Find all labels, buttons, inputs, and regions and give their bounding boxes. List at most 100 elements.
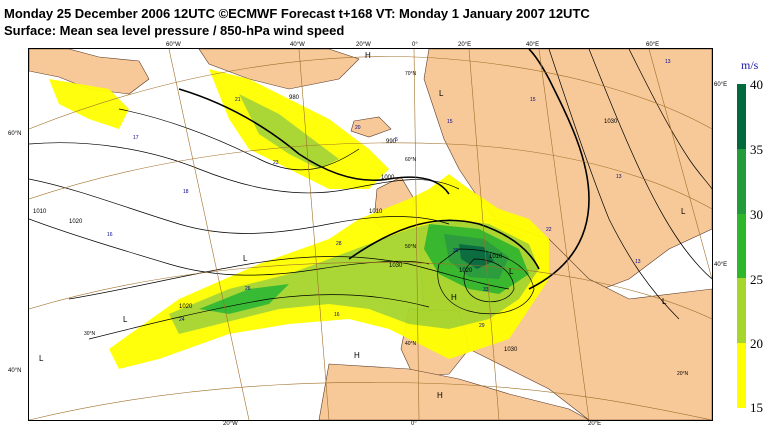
wind-speed-label: 28 xyxy=(336,241,342,247)
legend-tick: 15 xyxy=(750,400,763,415)
wind-band-25-30 xyxy=(199,284,289,314)
isobar xyxy=(88,294,430,340)
pressure-centre: H xyxy=(451,293,457,302)
latitude-label: 40°N xyxy=(405,341,417,347)
pressure-centre: L xyxy=(681,207,686,216)
legend-tick: 20 xyxy=(750,336,763,351)
latitude-label: 70°N xyxy=(405,71,417,77)
wind-speed-label: 13 xyxy=(665,59,671,65)
isobar xyxy=(628,49,712,190)
isobar xyxy=(29,142,460,194)
top-axis-label: 20°E xyxy=(458,42,472,48)
land-iceland xyxy=(350,116,392,138)
isobar-1020 xyxy=(348,219,540,270)
isobar-1000 xyxy=(178,88,450,195)
latitude-label: 50°N xyxy=(405,244,417,250)
isobar xyxy=(118,108,360,171)
isobar-label: 1010 xyxy=(369,209,383,215)
wind-speed-label: 21 xyxy=(235,97,241,103)
bottom-axis-label: 20°E xyxy=(588,421,602,427)
wind-speed-label: 29 xyxy=(479,323,485,329)
pressure-centre: H xyxy=(365,51,371,60)
bottom-axis-label: 20°W xyxy=(223,421,238,427)
graticule xyxy=(29,49,712,420)
wind-speed-label: 15 xyxy=(530,97,536,103)
pressure-centre: L xyxy=(662,297,667,306)
isobar xyxy=(29,218,430,276)
isobar xyxy=(463,258,515,303)
meridian-line xyxy=(413,49,420,420)
isobar-label: 1010 xyxy=(489,254,503,260)
top-axis-label: 60°E xyxy=(646,42,660,48)
parallel-line xyxy=(29,382,712,420)
wind-speed-label: 18 xyxy=(183,189,189,195)
latitude-label: 30°N xyxy=(84,331,96,337)
wind-speed-label: 13 xyxy=(635,259,641,265)
meridian-line xyxy=(298,49,330,420)
isobar xyxy=(68,256,510,300)
legend-tick: 30 xyxy=(750,207,763,222)
wind-speed-label: 22 xyxy=(546,227,552,233)
wind-speed-shading xyxy=(49,69,549,369)
land-north-america xyxy=(29,49,150,95)
pressure-centre: L xyxy=(509,267,514,276)
latitude-label: 20°N xyxy=(677,371,689,377)
wind-speed-label: 5 xyxy=(395,137,398,143)
pressure-centre: H xyxy=(354,351,360,360)
wind-speed-legend xyxy=(737,84,746,408)
wind-speed-label: 17 xyxy=(133,135,139,141)
isobar-label: 1020 xyxy=(459,268,473,274)
top-axis-label: 40°E xyxy=(526,42,540,48)
left-axis-label: 40°N xyxy=(8,368,22,374)
land-north-africa xyxy=(318,363,590,420)
wind-speed-label: 24 xyxy=(179,317,185,323)
parallel-line xyxy=(29,56,712,130)
isobar-label: 1020 xyxy=(179,304,193,310)
legend-band xyxy=(737,278,746,344)
bottom-axis-label: 0° xyxy=(411,421,417,427)
meridian-line xyxy=(648,49,712,280)
top-axis-label: 20°W xyxy=(356,42,371,48)
right-axis-label: 40°E xyxy=(714,262,728,268)
wind-speed-label: 16 xyxy=(334,312,340,318)
isobar-label: 990 xyxy=(386,139,397,145)
meridian-line xyxy=(168,49,250,420)
isobar-label: 1020 xyxy=(69,219,83,225)
pressure-centre: L xyxy=(123,315,128,324)
pressure-centre: L xyxy=(39,354,44,363)
chart-subtitle: Surface: Mean sea level pressure / 850-h… xyxy=(4,23,345,38)
top-axis-label: 40°W xyxy=(290,42,305,48)
legend-band xyxy=(737,84,746,149)
wind-speed-label: 30 xyxy=(453,248,459,254)
isobars xyxy=(29,49,712,340)
wind-band-15-20 xyxy=(49,79,129,129)
isobar xyxy=(29,178,450,234)
parallel-line xyxy=(29,262,712,320)
meridian-line xyxy=(538,49,590,420)
legend-tick: 35 xyxy=(750,142,763,157)
isobar-label: 1010 xyxy=(33,209,47,215)
legend-tick: 25 xyxy=(750,272,763,287)
left-axis-label: 60°N xyxy=(8,131,22,137)
isobar xyxy=(548,49,680,320)
legend-band xyxy=(737,343,746,408)
isobar-label: 1030 xyxy=(604,119,618,125)
wind-speed-label: 15 xyxy=(447,119,453,125)
parallel-line xyxy=(29,142,712,210)
legend-band xyxy=(737,148,746,214)
top-axis-label: 60°W xyxy=(166,42,181,48)
pressure-centre: L xyxy=(439,89,444,98)
latitude-label: 60°N xyxy=(405,157,417,163)
isobar-label: 980 xyxy=(289,95,300,101)
wind-speed-label: 23 xyxy=(273,160,279,166)
legend-band xyxy=(737,213,746,279)
forecast-map: 1030 1020 1010 1000 990 980 1010 1030 10… xyxy=(28,48,713,421)
isobar-label: 1000 xyxy=(381,175,395,181)
isobar-label: 1030 xyxy=(389,263,403,269)
isobar-label: 1030 xyxy=(504,347,518,353)
isobar xyxy=(437,248,535,315)
legend-tick: 40 xyxy=(750,77,763,92)
wind-speed-label: 26 xyxy=(245,286,251,292)
pressure-centre: H xyxy=(437,391,443,400)
right-axis-label: 60°E xyxy=(714,82,728,88)
